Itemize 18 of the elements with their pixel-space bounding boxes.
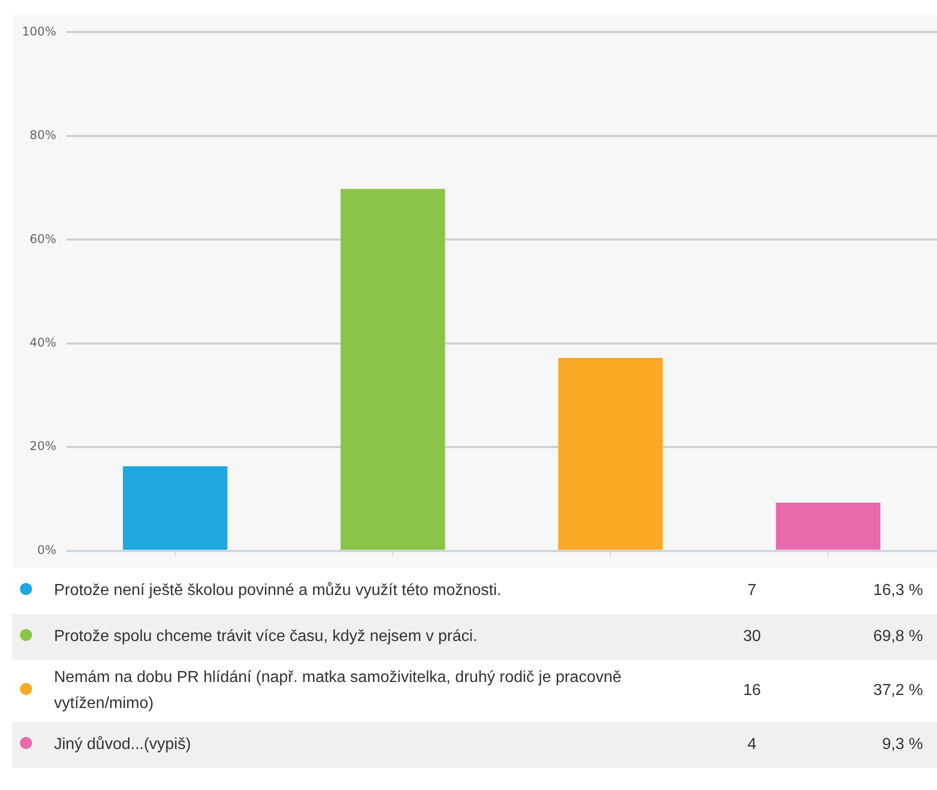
y-tick-label: 60% xyxy=(30,232,56,246)
bar xyxy=(340,188,446,550)
text: 37,2 % xyxy=(872,681,924,701)
legend-label: Nemám na dobu PR hlídání (např. matka samoživitelka, druhý rodič je pracovně vytížen/mimo) xyxy=(53,668,622,714)
y-tick-label: 20% xyxy=(30,439,56,454)
y-tick-label: 40% xyxy=(30,335,56,350)
legend-label: Jiný důvod...(vypiš) xyxy=(53,735,192,755)
y-tick-label: 0% xyxy=(37,542,56,557)
text: 16 xyxy=(742,681,762,701)
y-tick-label: 80% xyxy=(30,128,56,142)
text: 7 xyxy=(746,581,758,601)
bar xyxy=(122,466,228,550)
bar xyxy=(558,358,663,550)
legend-label: Protože není ještě školou povinné a můžu využít této možnosti. xyxy=(53,581,502,601)
legend-label: Protože spolu chceme trávit více času, když nejsem v práci. xyxy=(53,627,478,647)
bar xyxy=(776,502,880,550)
text: 16,3 % xyxy=(872,581,924,601)
y-tick-label: 100% xyxy=(22,24,56,38)
